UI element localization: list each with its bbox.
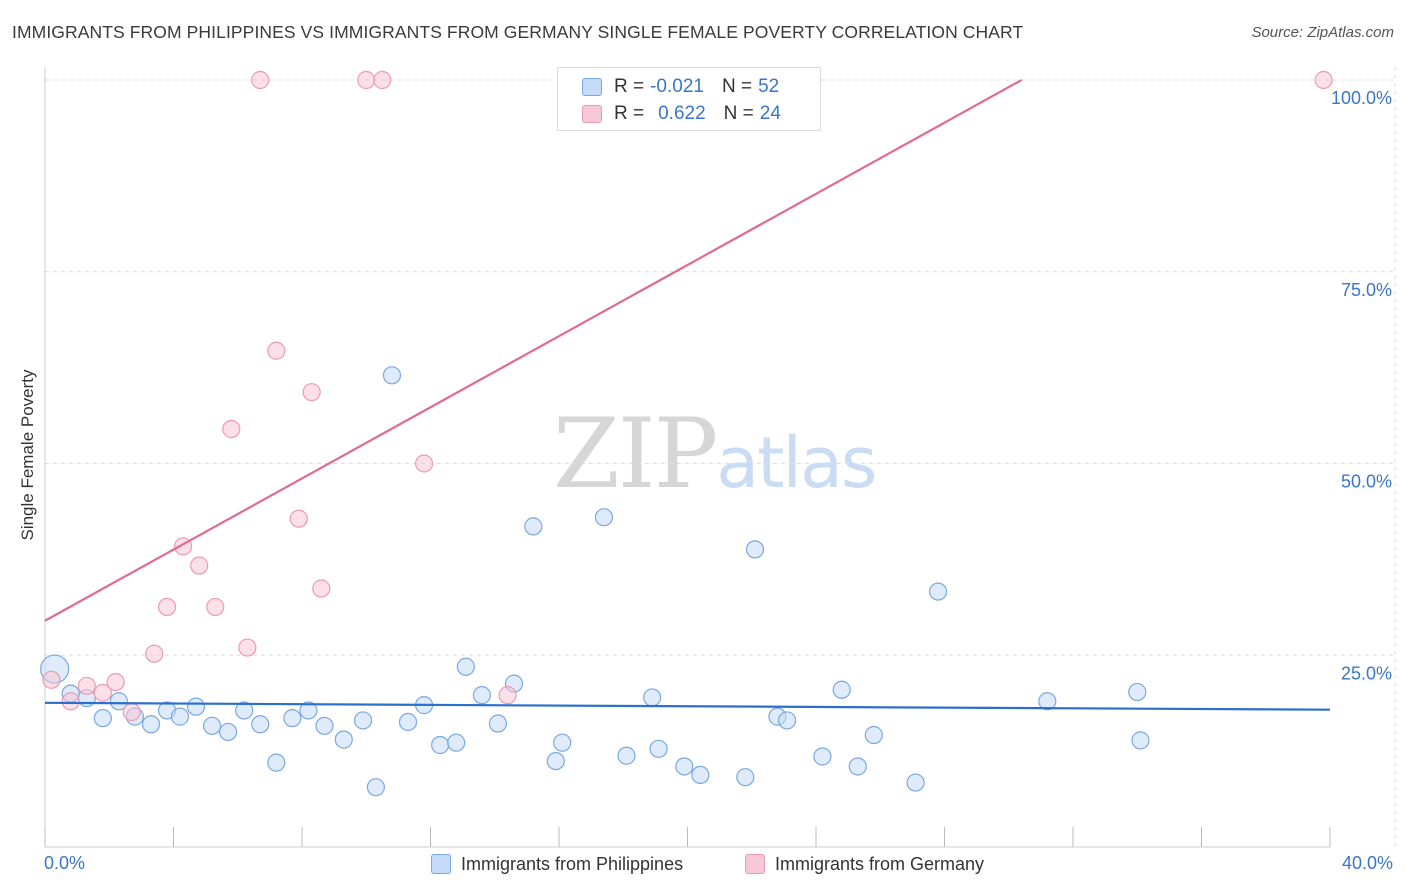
x-tick-label: 40.0% — [1342, 853, 1393, 873]
r-label: R = — [614, 103, 645, 124]
philippines-point — [431, 735, 450, 755]
germany-legend-swatch — [745, 854, 765, 874]
watermark: ZIPatlas — [553, 398, 877, 510]
philippines-point — [691, 765, 710, 785]
legend-row-germany: R = 0.622 N = 24 — [582, 101, 781, 127]
source-label: Source: ZipAtlas.com — [1251, 24, 1394, 41]
philippines-point — [594, 508, 614, 527]
germany-point — [267, 341, 286, 360]
philippines-point — [366, 778, 385, 797]
philippines-point — [1131, 731, 1150, 750]
germany-point — [61, 692, 80, 711]
philippines-point — [1128, 682, 1147, 702]
germany-point — [206, 597, 225, 617]
philippines-point — [219, 722, 238, 742]
philippines-point — [353, 711, 373, 730]
germany-point — [190, 556, 209, 575]
germany-trend-line — [44, 79, 1023, 622]
y-tick-label: 25.0% — [1341, 663, 1392, 683]
philippines-legend-swatch — [431, 854, 451, 874]
philippines-point — [524, 517, 543, 536]
philippines-point — [832, 680, 851, 699]
germany-point — [106, 672, 125, 692]
r-label: R = — [614, 76, 645, 97]
philippines-point — [334, 730, 353, 749]
philippines-swatch — [582, 78, 602, 96]
philippines-point — [251, 715, 270, 734]
philippines-point — [736, 768, 755, 787]
philippines-point — [553, 733, 572, 752]
philippines-point — [202, 716, 222, 735]
germany-swatch — [582, 105, 602, 123]
watermark-zip: ZIP — [553, 398, 718, 510]
philippines-point — [141, 715, 161, 734]
philippines-point — [235, 701, 254, 720]
philippines-trend-line — [44, 701, 1331, 711]
philippines-point — [864, 725, 883, 745]
germany-point — [498, 686, 517, 705]
philippines-point — [382, 366, 402, 385]
germany-legend-label: Immigrants from Germany — [775, 853, 985, 874]
philippines-point — [447, 733, 466, 752]
germany-point — [238, 638, 257, 657]
philippines-point — [398, 712, 418, 732]
germany-point — [42, 670, 61, 689]
n-label: N = — [723, 103, 754, 124]
legend-row-philippines: R = -0.021 N = 52 — [582, 74, 779, 100]
germany-point — [93, 683, 112, 702]
r-value-philippines: -0.021 — [650, 76, 704, 97]
philippines-point — [848, 757, 867, 776]
philippines-point — [813, 747, 832, 766]
philippines-point — [649, 739, 668, 758]
chart-title: IMMIGRANTS FROM PHILIPPINES VS IMMIGRANT… — [12, 22, 1024, 42]
philippines-point — [745, 540, 765, 559]
philippines-point — [1038, 692, 1057, 711]
philippines-point — [456, 657, 475, 676]
correlation-legend: R = -0.021 N = 52 R = 0.622 N = 24 — [557, 67, 821, 131]
philippines-point — [546, 751, 565, 771]
philippines-point — [643, 688, 662, 707]
n-value-germany: 24 — [759, 103, 781, 124]
philippines-point — [267, 753, 286, 772]
philippines-point — [675, 757, 694, 776]
philippines-point — [617, 746, 636, 765]
x-tick-label: 0.0% — [44, 853, 85, 873]
philippines-point — [777, 711, 797, 730]
germany-point — [357, 70, 376, 90]
germany-point — [312, 579, 331, 598]
germany-point — [145, 644, 164, 663]
germany-point — [302, 383, 321, 402]
n-label: N = — [721, 76, 753, 97]
y-tick-label: 50.0% — [1341, 472, 1392, 492]
philippines-point — [488, 714, 508, 733]
bottom-legend-germany: Immigrants from Germany — [745, 852, 984, 876]
philippines-point — [315, 716, 334, 735]
philippines-point — [299, 701, 318, 720]
r-value-germany: 0.622 — [658, 103, 706, 124]
philippines-legend-label: Immigrants from Philippines — [461, 853, 684, 874]
germany-point — [373, 70, 392, 90]
germany-point — [251, 70, 270, 90]
philippines-point — [186, 697, 206, 716]
germany-point — [289, 509, 308, 528]
philippines-point — [472, 686, 491, 705]
n-value-philippines: 52 — [758, 76, 780, 97]
philippines-point — [906, 773, 925, 792]
philippines-point — [93, 709, 112, 728]
germany-point — [222, 419, 241, 439]
germany-point — [77, 676, 96, 696]
philippines-point — [928, 582, 948, 601]
philippines-point — [283, 709, 302, 728]
y-tick-label: 100.0% — [1331, 88, 1392, 108]
germany-point — [122, 702, 141, 722]
bottom-legend-philippines: Immigrants from Philippines — [431, 852, 683, 876]
germany-point — [157, 597, 177, 617]
philippines-point — [170, 707, 190, 726]
y-tick-label: 75.0% — [1341, 280, 1392, 300]
germany-point — [1314, 70, 1333, 90]
germany-point — [414, 454, 434, 473]
philippines-point — [109, 692, 128, 711]
